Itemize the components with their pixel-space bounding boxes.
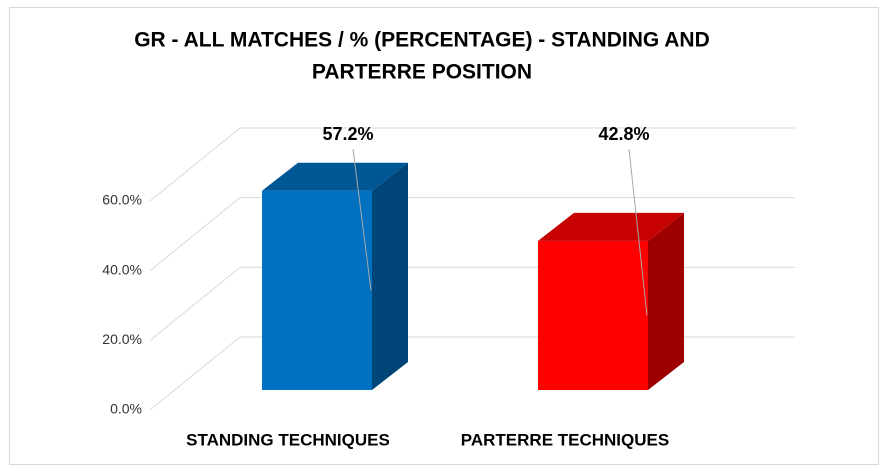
chart-title: PARTERRE POSITION (312, 61, 532, 84)
x-tick-label: PARTERRE TECHNIQUES (461, 430, 669, 449)
y-tick-label: 20.0% (102, 331, 142, 347)
grid-line (149, 336, 241, 411)
y-tick-label: 60.0% (102, 192, 142, 208)
bar (262, 190, 372, 390)
value-label: 42.8% (598, 124, 649, 144)
bar (538, 240, 648, 390)
bar-side (648, 212, 684, 390)
grid-line (149, 127, 241, 202)
bar-top (262, 162, 408, 191)
chart-title: GR - ALL MATCHES / % (PERCENTAGE) - STAN… (134, 29, 710, 52)
grid-line (149, 197, 241, 272)
grid-line (149, 266, 241, 341)
bar-side (372, 162, 408, 390)
y-tick-label: 40.0% (102, 261, 142, 277)
value-label: 57.2% (322, 124, 373, 144)
chart-border (9, 7, 879, 465)
bar-top (538, 212, 684, 241)
x-tick-label: STANDING TECHNIQUES (186, 430, 390, 449)
leader-line (352, 148, 372, 291)
leader-line (628, 148, 648, 316)
y-tick-label: 0.0% (110, 401, 142, 417)
